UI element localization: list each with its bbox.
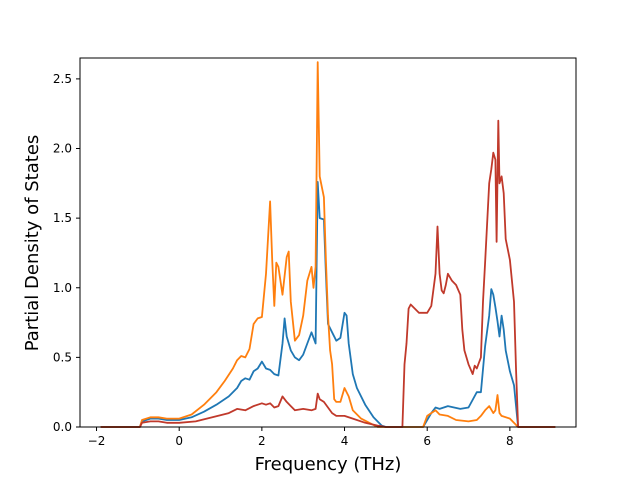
plot-frame [79,57,577,428]
x-axis-label: Frequency (THz) [255,454,402,475]
x-tick-label: 0 [175,434,183,448]
y-tick-label: 2.5 [53,72,72,86]
y-axis-ticks: 0.0 0.5 1.0 1.5 2.0 2.5 [53,72,80,434]
x-tick-label: 6 [423,434,431,448]
y-tick-label: 1.5 [53,211,72,225]
y-tick-label: 0.5 [53,350,72,364]
y-tick-label: 1.0 [53,281,72,295]
x-tick-label: −2 [88,434,106,448]
x-axis-ticks: −2 0 2 4 6 8 [88,427,514,448]
x-tick-label: 2 [258,434,266,448]
series-line-2 [100,61,556,428]
y-tick-label: 0.0 [53,420,72,434]
x-tick-label: 4 [341,434,349,448]
y-tick-label: 2.0 [53,142,72,156]
series-line-3 [100,119,556,428]
y-axis-label: Partial Density of States [22,135,43,352]
series-layer [100,61,556,428]
x-tick-label: 8 [506,434,514,448]
